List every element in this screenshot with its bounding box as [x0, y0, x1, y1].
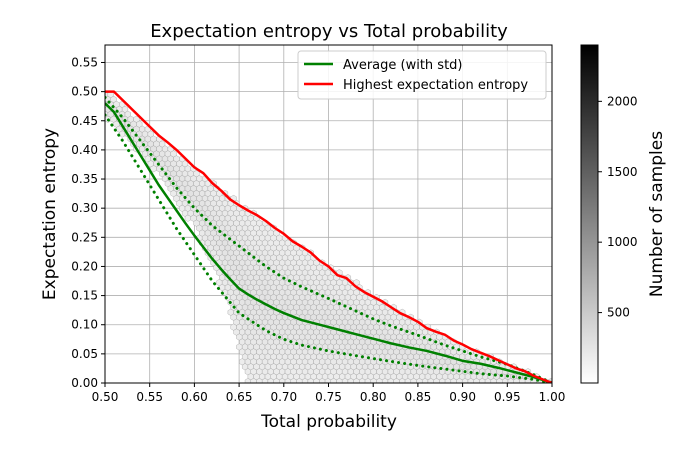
- colorbar-tick-label: 500: [607, 306, 630, 320]
- x-tick-label: 0.95: [494, 390, 521, 404]
- y-axis-label: Expectation entropy: [40, 128, 60, 300]
- legend-label-average: Average (with std): [343, 58, 463, 73]
- colorbar-label: Number of samples: [647, 131, 667, 297]
- chart-title: Expectation entropy vs Total probability: [150, 21, 508, 42]
- y-tick-label: 0.10: [71, 318, 98, 332]
- colorbar-gradient: [581, 45, 598, 383]
- y-tick-label: 0.00: [71, 376, 98, 390]
- y-tick-label: 0.50: [71, 85, 98, 99]
- x-tick-label: 0.85: [405, 390, 432, 404]
- chart-figure: 0.50 0.55 0.60 0.65 0.70 0.75 0.80 0.85 0.90 0.95…: [0, 0, 700, 450]
- colorbar-tick-label: 1500: [607, 165, 638, 179]
- x-tick-label: 0.50: [92, 390, 119, 404]
- x-tick-label: 0.75: [315, 390, 342, 404]
- y-tick-label: 0.05: [71, 347, 98, 361]
- colorbar-tick-label: 2000: [607, 94, 638, 108]
- x-tick-label: 0.70: [270, 390, 297, 404]
- x-tick-label: 0.55: [136, 390, 163, 404]
- y-tick-label: 0.40: [71, 143, 98, 157]
- y-tick-label: 0.45: [71, 114, 98, 128]
- hexbin-cell: [185, 215, 191, 222]
- y-tick-label: 0.55: [71, 55, 98, 69]
- legend: Average (with std) Highest expectation e…: [298, 51, 546, 99]
- y-tick-label: 0.15: [71, 289, 98, 303]
- hexbin-cell: [119, 131, 125, 138]
- y-tick-label: 0.30: [71, 201, 98, 215]
- colorbar-tick-label: 1000: [607, 235, 638, 249]
- legend-label-highest: Highest expectation entropy: [343, 78, 528, 93]
- x-tick-label: 0.80: [360, 390, 387, 404]
- y-tick-label: 0.20: [71, 259, 98, 273]
- x-tick-label: 1.00: [539, 390, 566, 404]
- x-axis-label: Total probability: [260, 412, 397, 432]
- x-tick-label: 0.90: [449, 390, 476, 404]
- x-tick-label: 0.65: [226, 390, 253, 404]
- x-tick-label: 0.60: [181, 390, 208, 404]
- y-tick-label: 0.25: [71, 230, 98, 244]
- y-tick-label: 0.35: [71, 172, 98, 186]
